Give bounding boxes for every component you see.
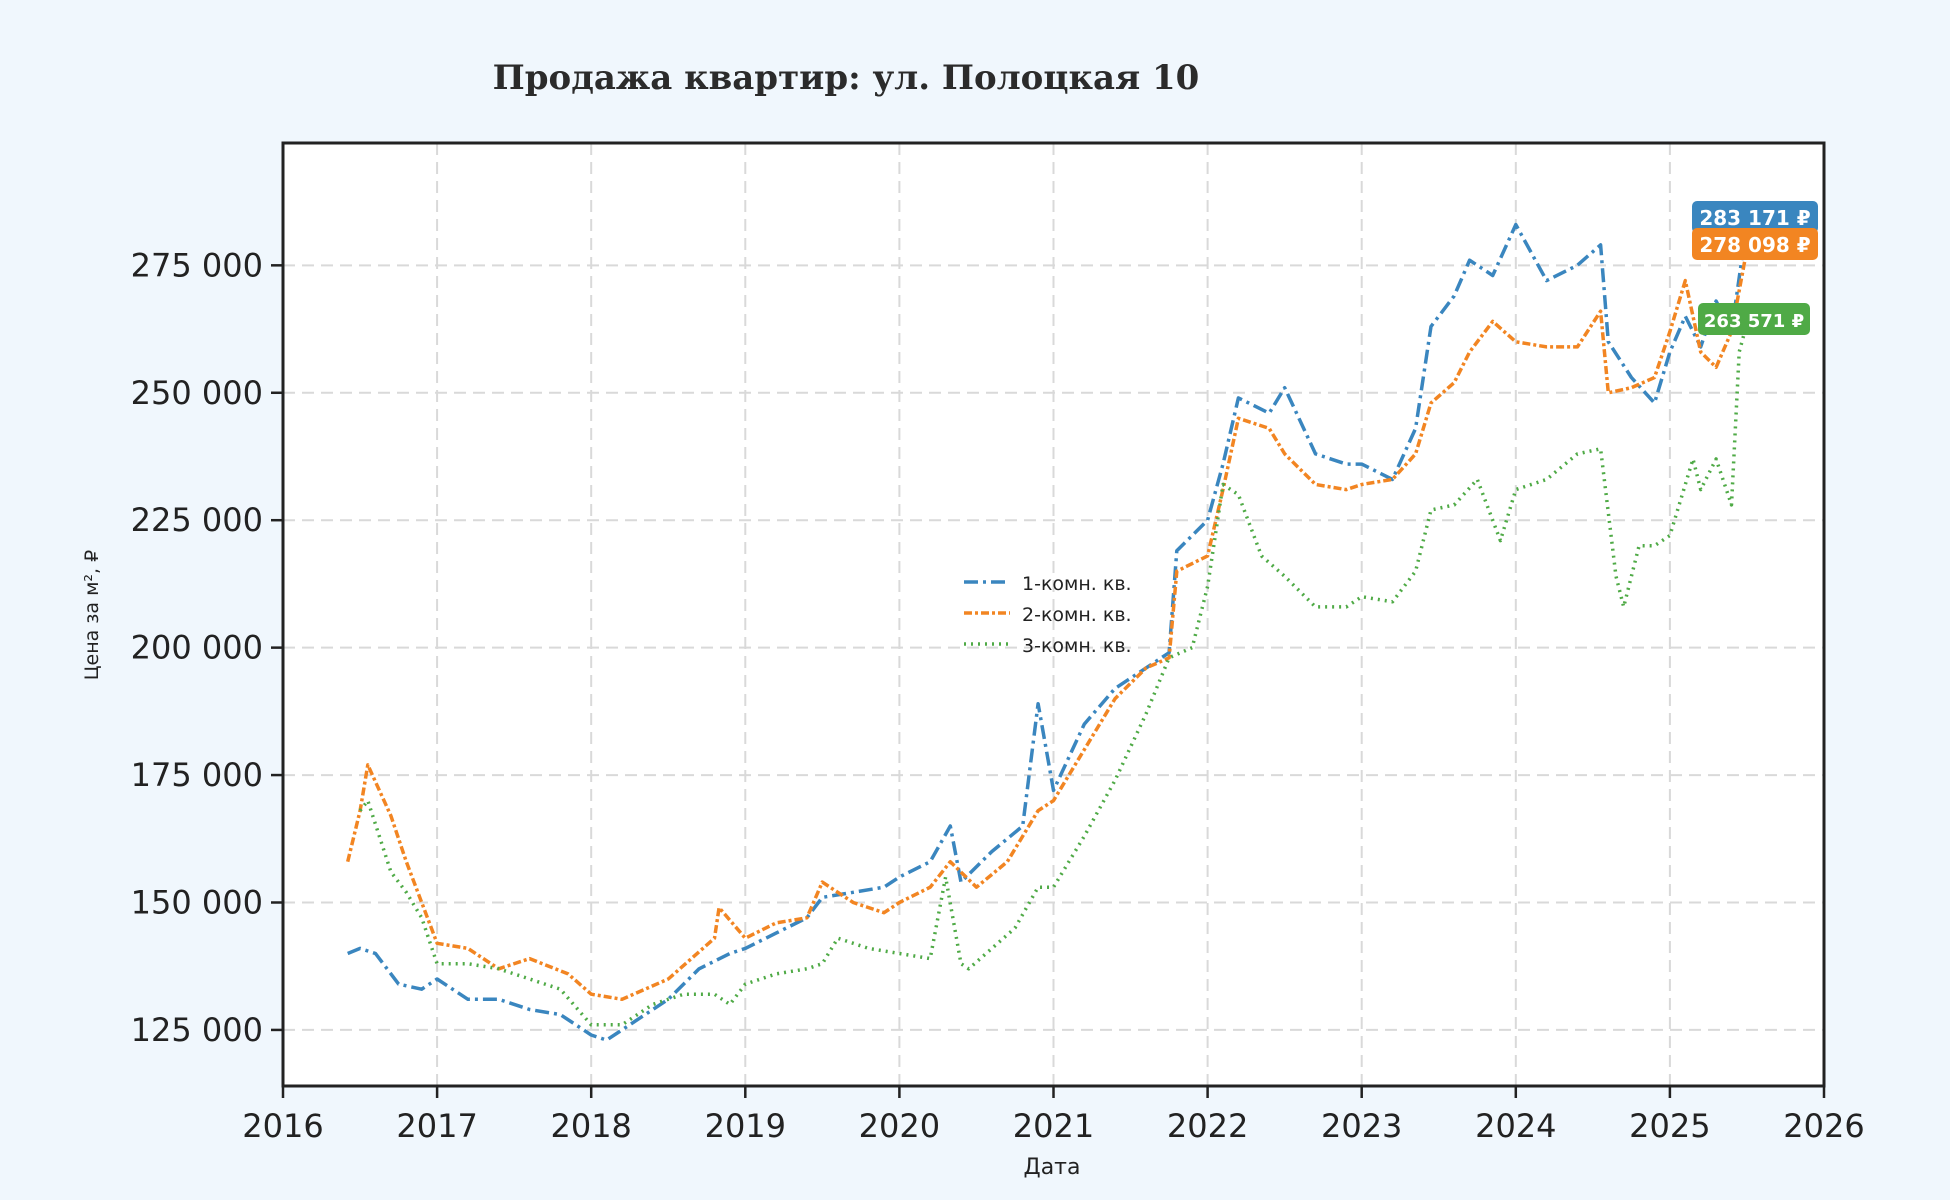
y-axis-label: Цена за м², ₽ — [81, 550, 103, 680]
x-axis-label: Дата — [1024, 1155, 1081, 1180]
x-tick-label: 2020 — [859, 1107, 940, 1145]
end-label-text-3: 263 571 ₽ — [1704, 311, 1804, 332]
end-label-badge-1 — [1692, 201, 1818, 233]
x-tick-label: 2017 — [396, 1107, 477, 1145]
ticks: 2016 2017 2018 2019 2020 2021 2022 2023 2024 2025… — [131, 246, 1865, 1145]
x-tick-label: 2018 — [550, 1107, 631, 1145]
x-tick-label: 2019 — [705, 1107, 786, 1145]
legend: 1-комн. кв. 2-комн. кв. 3-комн. кв. — [964, 573, 1132, 657]
end-label-text-2: 278 098 ₽ — [1699, 233, 1810, 257]
end-label-badge-3 — [1698, 303, 1810, 335]
legend-label-3: 3-комн. кв. — [1022, 635, 1132, 657]
series-line-2 — [345, 249, 1749, 1002]
x-tick-label: 2022 — [1167, 1107, 1248, 1145]
x-tick-label: 2023 — [1321, 1107, 1402, 1145]
chart-title: Продажа квартир: ул. Полоцкая 10 — [493, 58, 1200, 98]
y-tick-label: 125 000 — [131, 1011, 263, 1049]
end-labels: 283 171 ₽ 278 098 ₽ 263 571 ₽ — [1692, 201, 1818, 335]
x-tick-label: 2016 — [242, 1107, 323, 1145]
series-line-3 — [358, 323, 1749, 1027]
x-tick-label: 2026 — [1783, 1107, 1864, 1145]
legend-label-2: 2-комн. кв. — [1022, 604, 1132, 626]
grid — [283, 143, 1824, 1086]
y-tick-label: 250 000 — [131, 374, 263, 412]
y-tick-label: 175 000 — [131, 756, 263, 794]
legend-label-1: 1-комн. кв. — [1022, 573, 1132, 595]
end-label-badge-2 — [1692, 228, 1818, 260]
y-tick-label: 150 000 — [131, 883, 263, 921]
series-line-1 — [347, 222, 1749, 1042]
x-tick-label: 2025 — [1629, 1107, 1710, 1145]
y-tick-label: 200 000 — [131, 629, 263, 667]
x-tick-label: 2021 — [1013, 1107, 1094, 1145]
end-label-text-1: 283 171 ₽ — [1699, 206, 1810, 230]
series-layer — [345, 222, 1749, 1042]
y-tick-label: 275 000 — [131, 246, 263, 284]
x-tick-label: 2024 — [1475, 1107, 1556, 1145]
y-tick-label: 225 000 — [131, 501, 263, 539]
